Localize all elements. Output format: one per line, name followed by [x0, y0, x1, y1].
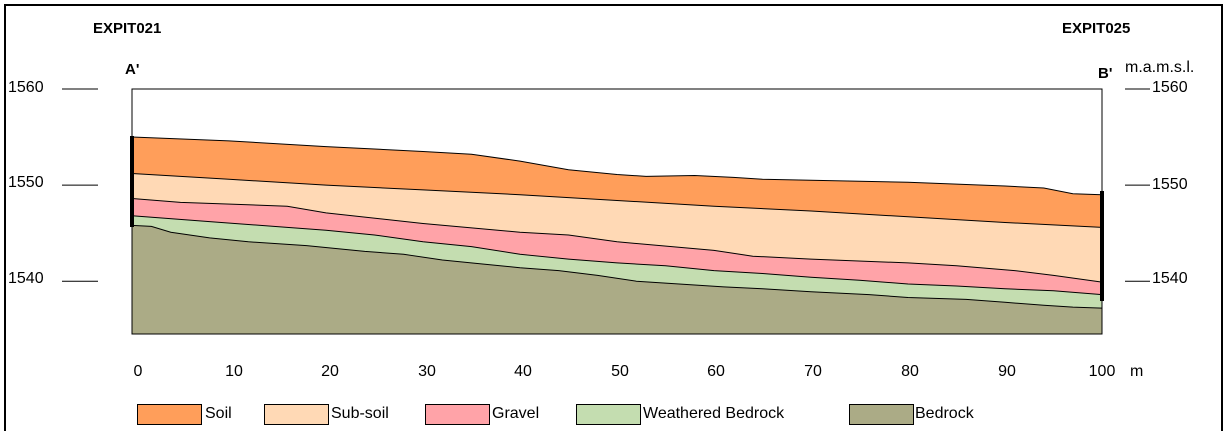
- x-tick-10: 10: [225, 363, 243, 380]
- y-tick-right-1560: 1560: [1152, 79, 1188, 96]
- borehole-bar-right: [1100, 191, 1104, 301]
- y-tick-left-1550: 1550: [8, 174, 44, 191]
- y-tick-right-1540: 1540: [1152, 270, 1188, 287]
- layer-soil: [132, 137, 1102, 228]
- boundary-soil: [131, 136, 1103, 196]
- legend-swatch-gravel: [425, 404, 490, 425]
- borehole-bar-left: [130, 136, 134, 227]
- x-tick-40: 40: [514, 363, 532, 380]
- x-tick-100: 100: [1088, 363, 1116, 380]
- y-tick-right-1550: 1550: [1152, 176, 1188, 193]
- x-tick-80: 80: [901, 363, 919, 380]
- right-borehole-label: EXPIT025: [1062, 20, 1131, 37]
- x-tick-30: 30: [418, 363, 436, 380]
- boundary-bedrock: [131, 224, 1103, 309]
- x-tick-50: 50: [611, 363, 629, 380]
- y-tick-left-1540: 1540: [8, 270, 44, 287]
- tick-marks: [62, 88, 1150, 282]
- point-b-label: B': [1098, 65, 1113, 82]
- legend-label-bedrock: Bedrock: [915, 405, 974, 422]
- boundary-gravel: [131, 198, 1103, 283]
- layer-group: [131, 136, 1103, 334]
- legend-label-soil: Soil: [205, 405, 232, 422]
- y-tick-left-1560: 1560: [8, 79, 44, 96]
- point-a-label: A': [125, 61, 140, 78]
- x-tick-60: 60: [707, 363, 725, 380]
- legend-label-gravel: Gravel: [492, 405, 540, 422]
- x-tick-70: 70: [804, 363, 822, 380]
- legend-swatch-bedrock: [849, 404, 914, 425]
- y-unit-label: m.a.m.s.l.: [1125, 59, 1195, 76]
- layer-weathered-bedrock: [132, 215, 1102, 309]
- boundary-weathered-bedrock: [131, 215, 1103, 296]
- left-borehole-label: EXPIT021: [93, 20, 162, 37]
- x-tick-0: 0: [133, 363, 143, 380]
- legend-swatch-weathered: [576, 404, 641, 425]
- legend-swatch-subsoil: [264, 404, 329, 425]
- x-unit-label: m: [1130, 363, 1144, 380]
- x-tick-20: 20: [321, 363, 339, 380]
- legend-swatch-soil: [137, 404, 202, 425]
- legend-label-weathered: Weathered Bedrock: [643, 405, 785, 422]
- x-tick-90: 90: [998, 363, 1016, 380]
- legend-label-subsoil: Sub-soil: [331, 405, 389, 422]
- layer-gravel: [132, 198, 1102, 295]
- layer-sub-soil: [132, 173, 1102, 283]
- boundary-sub-soil: [131, 173, 1103, 228]
